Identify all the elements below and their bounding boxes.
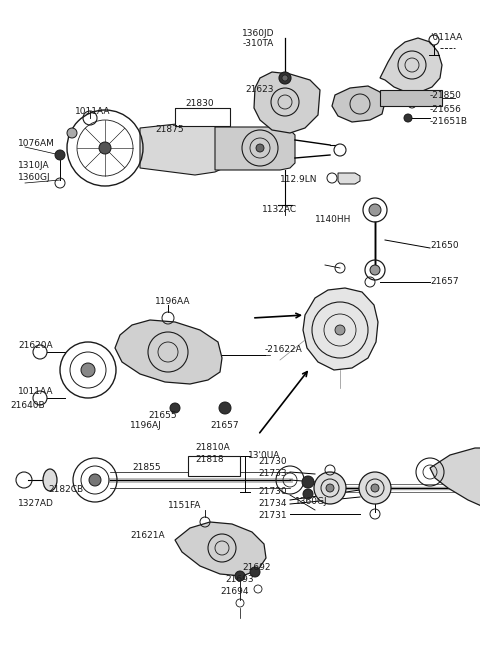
- Text: 21623: 21623: [245, 85, 274, 95]
- Text: 21650: 21650: [430, 240, 458, 250]
- Text: 1011AA: 1011AA: [18, 388, 53, 397]
- Circle shape: [303, 489, 313, 499]
- Text: 21731: 21731: [258, 512, 287, 520]
- Circle shape: [99, 142, 111, 154]
- Circle shape: [89, 474, 101, 486]
- Text: 21655: 21655: [148, 411, 177, 420]
- Bar: [175, 108, 230, 126]
- Text: 1327AD: 1327AD: [18, 499, 54, 507]
- Text: -21622A: -21622A: [265, 346, 303, 355]
- Circle shape: [369, 204, 381, 216]
- Text: 21730: 21730: [258, 457, 287, 466]
- Text: 1011AA: 1011AA: [75, 108, 110, 116]
- Text: 21830: 21830: [185, 99, 214, 108]
- Text: 21620A: 21620A: [18, 340, 53, 350]
- Circle shape: [250, 567, 260, 577]
- Polygon shape: [215, 127, 295, 170]
- Text: 21657: 21657: [430, 277, 458, 286]
- Polygon shape: [140, 122, 230, 175]
- Polygon shape: [175, 522, 266, 576]
- Text: 21733: 21733: [258, 470, 287, 478]
- Text: -21850: -21850: [430, 91, 462, 99]
- Polygon shape: [430, 448, 480, 522]
- Text: 21734: 21734: [258, 499, 287, 509]
- Text: 21640B: 21640B: [10, 401, 45, 409]
- Circle shape: [279, 72, 291, 84]
- Polygon shape: [380, 38, 442, 92]
- Text: 1151FA: 1151FA: [168, 501, 202, 509]
- Text: -310TA: -310TA: [242, 39, 274, 49]
- Text: 21693: 21693: [225, 576, 253, 585]
- Text: 21657: 21657: [210, 420, 239, 430]
- Text: -21651B: -21651B: [430, 118, 468, 127]
- Polygon shape: [332, 86, 385, 122]
- Text: 1196AJ: 1196AJ: [130, 420, 162, 430]
- Text: 21855: 21855: [132, 463, 161, 472]
- Ellipse shape: [43, 469, 57, 491]
- Circle shape: [302, 476, 314, 488]
- Polygon shape: [115, 320, 222, 384]
- Text: 1360GJ: 1360GJ: [295, 497, 328, 507]
- Polygon shape: [254, 72, 320, 133]
- Text: '011AA: '011AA: [430, 34, 462, 43]
- Bar: [188, 456, 240, 476]
- Text: 112.9LN: 112.9LN: [280, 175, 317, 185]
- Text: 21818: 21818: [195, 455, 224, 464]
- Circle shape: [219, 402, 231, 414]
- Circle shape: [67, 128, 77, 138]
- Text: 1360JD: 1360JD: [242, 28, 274, 37]
- Text: 21810A: 21810A: [195, 443, 230, 453]
- Circle shape: [81, 363, 95, 377]
- Text: 21730: 21730: [258, 487, 287, 497]
- Circle shape: [359, 472, 391, 504]
- Bar: [380, 90, 442, 106]
- Text: 21694: 21694: [220, 587, 249, 597]
- Circle shape: [55, 150, 65, 160]
- Circle shape: [370, 265, 380, 275]
- Text: 21875: 21875: [155, 125, 184, 135]
- Circle shape: [235, 571, 245, 581]
- Text: 13'0UA: 13'0UA: [248, 451, 280, 459]
- Text: -21656: -21656: [430, 106, 462, 114]
- Circle shape: [256, 144, 264, 152]
- Text: 1132AC: 1132AC: [262, 206, 297, 214]
- Circle shape: [371, 484, 379, 492]
- Text: 1196AA: 1196AA: [155, 298, 191, 307]
- Polygon shape: [338, 173, 360, 184]
- Text: 21621A: 21621A: [130, 530, 165, 539]
- Text: 1076AM: 1076AM: [18, 139, 55, 148]
- Text: 1310JA: 1310JA: [18, 160, 49, 170]
- Text: 1140HH: 1140HH: [315, 215, 351, 225]
- Circle shape: [335, 325, 345, 335]
- Circle shape: [404, 114, 412, 122]
- Text: 1360GJ: 1360GJ: [18, 173, 50, 183]
- Text: 2182CB: 2182CB: [48, 486, 83, 495]
- Circle shape: [314, 472, 346, 504]
- Circle shape: [170, 403, 180, 413]
- Circle shape: [282, 75, 288, 81]
- Circle shape: [326, 484, 334, 492]
- Polygon shape: [303, 288, 378, 370]
- Text: 21692: 21692: [242, 564, 271, 572]
